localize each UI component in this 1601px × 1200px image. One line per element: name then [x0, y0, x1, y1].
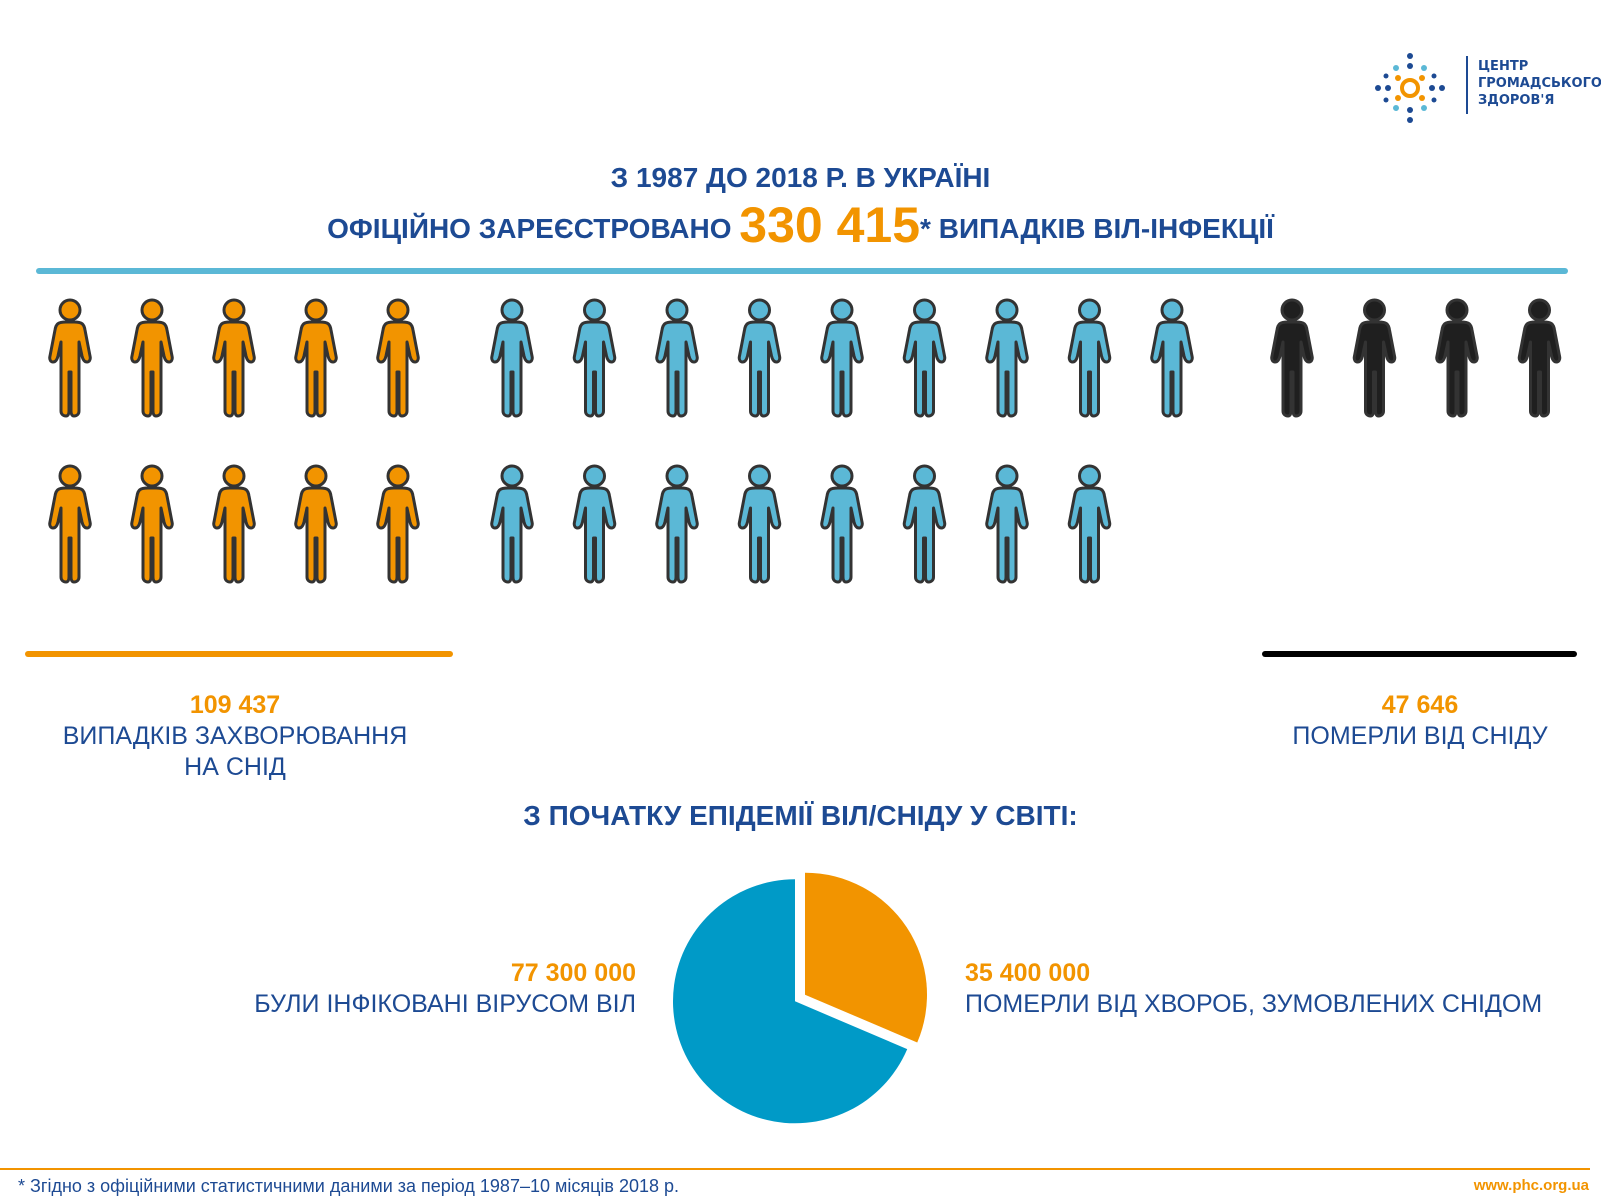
- hiv-cases-person-icon: [655, 298, 699, 418]
- aids-cases-person-icon: [294, 464, 338, 584]
- headline-suffix: * ВИПАДКІВ ВІЛ-ІНФЕКЦІЇ: [920, 213, 1274, 244]
- hiv-cases-person-icon: [490, 298, 534, 418]
- aids-cases-person-icon: [48, 298, 92, 418]
- aids-cases-label: ВИПАДКІВ ЗАХВОРЮВАННЯ: [62, 722, 408, 750]
- aids-deaths-person-icon: [1435, 298, 1479, 418]
- deaths-label: ПОМЕРЛИ ВІД ХВОРОБ, ЗУМОВЛЕНИХ СНІДОМ: [965, 990, 1543, 1018]
- logo-line: ЗДОРОВ'Я: [1478, 93, 1555, 108]
- aids-deaths-person-icon: [1517, 298, 1562, 418]
- aids-cases-person-icon: [130, 298, 174, 418]
- aids-cases-person-icon: [48, 464, 92, 584]
- headline-line-1: З 1987 ДО 2018 Р. В УКРАЇНІ: [610, 162, 991, 193]
- total-cases-value: 330 415: [739, 197, 921, 253]
- world-pie-chart: [672, 872, 928, 1124]
- hiv-cases-person-icon: [985, 464, 1029, 584]
- hiv-cases-person-icon: [820, 298, 864, 418]
- aids-deaths-person-icon: [1270, 298, 1314, 418]
- hiv-cases-person-icon: [490, 464, 534, 584]
- headline-prefix: ОФІЦІЙНО ЗАРЕЄСТРОВАНО: [327, 213, 740, 244]
- deaths-legend: 35 400 000 ПОМЕРЛИ ВІД ХВОРОБ, ЗУМОВЛЕНИ…: [965, 958, 1542, 1020]
- aids-cases-bar: [25, 651, 453, 657]
- logo-line: ЦЕНТР: [1478, 59, 1529, 74]
- people-pictogram: [48, 298, 1562, 584]
- footnote: * Згідно з офіційними статистичними дани…: [18, 1176, 680, 1196]
- aids-cases-person-icon: [130, 464, 174, 584]
- aids-cases-person-icon: [212, 298, 256, 418]
- aids-deaths-value: 47 646: [1381, 691, 1459, 719]
- hiv-cases-person-icon: [985, 298, 1029, 418]
- world-section-title: З ПОЧАТКУ ЕПІДЕМІЇ ВІЛ/СНІДУ У СВІТІ:: [523, 800, 1078, 831]
- aids-cases-value: 109 437: [189, 691, 281, 719]
- hiv-cases-person-icon: [572, 298, 617, 418]
- hiv-cases-person-icon: [902, 298, 947, 418]
- aids-deaths-person-icon: [1352, 298, 1397, 418]
- footer-divider: [0, 1168, 1590, 1170]
- hiv-cases-person-icon: [902, 464, 947, 584]
- hiv-cases-person-icon: [1067, 298, 1112, 418]
- aids-deaths-bar: [1262, 651, 1577, 657]
- pie-slice-infected: [672, 879, 908, 1124]
- aids-deaths-label: ПОМЕРЛИ ВІД СНІДУ: [1292, 722, 1548, 750]
- hiv-cases-person-icon: [655, 464, 699, 584]
- infected-label: БУЛИ ІНФІКОВАНІ ВІРУСОМ ВІЛ: [254, 990, 636, 1018]
- hiv-cases-person-icon: [572, 464, 617, 584]
- pie-slice-deaths: [805, 872, 928, 1043]
- aids-cases-person-icon: [294, 298, 338, 418]
- hiv-cases-person-icon: [1067, 464, 1112, 584]
- phc-logo: [1375, 53, 1468, 123]
- aids-cases-stat: 109 437 ВИПАДКІВ ЗАХВОРЮВАННЯ НА СНІД: [30, 690, 440, 783]
- logo-line: ГРОМАДСЬКОГО: [1478, 76, 1601, 91]
- headline-line-2: ОФІЦІЙНО ЗАРЕЄСТРОВАНО 330 415* ВИПАДКІВ…: [0, 196, 1601, 254]
- hiv-cases-person-icon: [737, 298, 782, 418]
- deaths-value: 35 400 000: [965, 959, 1091, 987]
- infected-legend: 77 300 000 БУЛИ ІНФІКОВАНІ ВІРУСОМ ВІЛ: [254, 958, 636, 1020]
- header-divider: [36, 268, 1568, 274]
- aids-cases-person-icon: [212, 464, 256, 584]
- logo-dots-icon: [1375, 53, 1445, 123]
- logo-text: ЦЕНТР ГРОМАДСЬКОГО ЗДОРОВ'Я: [1478, 58, 1601, 109]
- hiv-cases-person-icon: [1150, 298, 1194, 418]
- hiv-cases-person-icon: [820, 464, 864, 584]
- aids-cases-label-2: НА СНІД: [184, 753, 286, 781]
- aids-cases-person-icon: [376, 464, 420, 584]
- infected-value: 77 300 000: [510, 959, 636, 987]
- website-link[interactable]: www.phc.org.ua: [1473, 1177, 1589, 1194]
- hiv-cases-person-icon: [737, 464, 782, 584]
- aids-deaths-stat: 47 646 ПОМЕРЛИ ВІД СНІДУ: [1255, 690, 1585, 752]
- aids-cases-person-icon: [376, 298, 420, 418]
